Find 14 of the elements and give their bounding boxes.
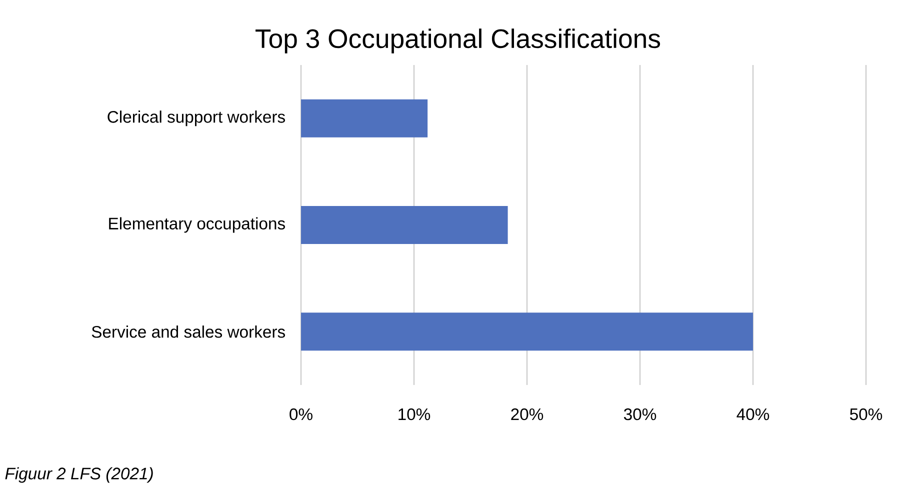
y-tick-label: Service and sales workers	[92, 326, 285, 338]
chart-title: Top 3 Occupational Classifications	[256, 28, 660, 54]
x-tick-label: 10%	[398, 408, 430, 420]
x-tick-label: 40%	[736, 408, 770, 420]
x-tick-label: 30%	[624, 408, 656, 420]
y-tick-label: Elementary occupations	[109, 217, 285, 233]
bar	[301, 206, 508, 244]
x-tick-label: 0%	[290, 408, 312, 420]
x-tick-label: 50%	[850, 408, 882, 420]
x-tick-label: 20%	[511, 408, 544, 420]
y-tick-label: Clerical support workers	[108, 110, 285, 126]
bar	[301, 312, 753, 351]
bar	[301, 99, 428, 138]
text: Figuur 2 LFS (2021)	[5, 467, 153, 483]
